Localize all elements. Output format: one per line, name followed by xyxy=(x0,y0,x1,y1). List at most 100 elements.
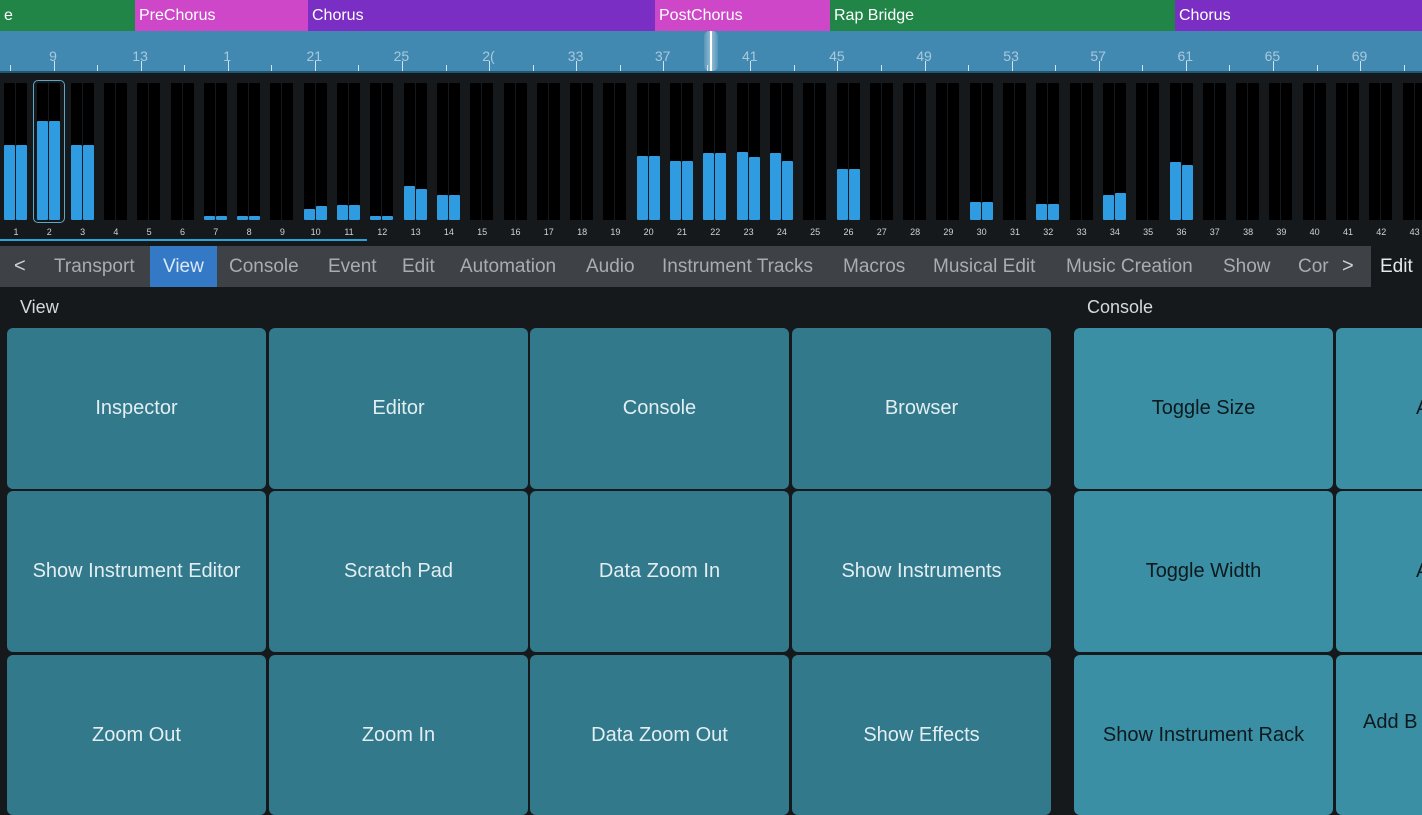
tab-edit-overflow[interactable]: Edit xyxy=(1371,246,1422,287)
meter-bar-left xyxy=(1136,83,1148,220)
channel-number: 14 xyxy=(443,227,454,237)
meter-channel-26[interactable] xyxy=(836,83,862,220)
meter-channel-25[interactable] xyxy=(802,83,828,220)
view-button-data-zoom-in[interactable]: Data Zoom In xyxy=(530,491,789,652)
meter-channel-12[interactable] xyxy=(369,83,395,220)
meter-bridge: 1 2 3 4 5 6 7 8 9 10 11 12 13 14 15 16 17 18 19 20 21 22 23 24 2… xyxy=(0,75,1422,243)
console-button-toggle-width[interactable]: Toggle Width xyxy=(1074,491,1333,652)
meter-channel-21[interactable] xyxy=(669,83,695,220)
channel-number: 34 xyxy=(1109,227,1120,237)
tab-music-creation[interactable]: Music Creation xyxy=(1066,256,1193,277)
meter-channel-41[interactable] xyxy=(1335,83,1361,220)
meter-channel-2[interactable] xyxy=(33,80,66,223)
tab-prev-chevron-icon[interactable]: < xyxy=(14,255,26,277)
tab-instrument-tracks[interactable]: Instrument Tracks xyxy=(662,256,813,277)
meter-channel-28[interactable] xyxy=(902,83,928,220)
section-e[interactable]: e xyxy=(0,0,135,31)
tab-show[interactable]: Show xyxy=(1223,256,1271,277)
meter-channel-16[interactable] xyxy=(503,83,529,220)
meter-channel-32[interactable] xyxy=(1035,83,1061,220)
meter-channel-6[interactable] xyxy=(170,83,196,220)
view-button-zoom-out[interactable]: Zoom Out xyxy=(7,655,266,815)
meter-scroll-indicator[interactable] xyxy=(0,239,367,241)
meter-channel-1[interactable] xyxy=(3,83,29,220)
view-button-show-instrument-editor[interactable]: Show Instrument Editor xyxy=(7,491,266,652)
meter-bar-left xyxy=(1236,83,1248,220)
tab-event[interactable]: Event xyxy=(328,256,377,277)
meter-channel-8[interactable] xyxy=(236,83,262,220)
meter-bar-left xyxy=(936,83,948,220)
tab-view[interactable]: View xyxy=(150,246,217,287)
tab-edit[interactable]: Edit xyxy=(402,256,435,277)
meter-channel-3[interactable] xyxy=(70,83,96,220)
view-button-inspector[interactable]: Inspector xyxy=(7,328,266,489)
section-chorus[interactable]: Chorus xyxy=(1175,0,1422,31)
section-chorus[interactable]: Chorus xyxy=(308,0,655,31)
tab-musical-edit[interactable]: Musical Edit xyxy=(933,256,1036,277)
meter-channel-4[interactable] xyxy=(103,83,129,220)
channel-number: 1 xyxy=(13,227,19,237)
meter-bar-left xyxy=(303,83,315,220)
view-button-editor[interactable]: Editor xyxy=(269,328,528,489)
view-button-data-zoom-out[interactable]: Data Zoom Out xyxy=(530,655,789,815)
view-button-console[interactable]: Console xyxy=(530,328,789,489)
meter-channel-31[interactable] xyxy=(1002,83,1028,220)
meter-channel-18[interactable] xyxy=(569,83,595,220)
meter-channel-30[interactable] xyxy=(969,83,995,220)
meter-channel-11[interactable] xyxy=(336,83,362,220)
meter-channel-38[interactable] xyxy=(1235,83,1261,220)
console-button-show-instrument-rack[interactable]: Show Instrument Rack xyxy=(1074,655,1333,815)
tab-audio[interactable]: Audio xyxy=(586,256,635,277)
console-button-a[interactable]: A xyxy=(1336,491,1422,652)
view-button-show-effects[interactable]: Show Effects xyxy=(792,655,1051,815)
meter-channel-36[interactable] xyxy=(1169,83,1195,220)
meter-channel-35[interactable] xyxy=(1135,83,1161,220)
meter-channel-37[interactable] xyxy=(1202,83,1228,220)
timeline-ruler[interactable]: 9 13 1 21 25 2(33 37 41 45 49 53 57 61 65 69 xyxy=(0,31,1422,73)
section-prechorus[interactable]: PreChorus xyxy=(135,0,308,31)
tab-transport[interactable]: Transport xyxy=(54,256,135,277)
view-button-scratch-pad[interactable]: Scratch Pad xyxy=(269,491,528,652)
section-rap-bridge[interactable]: Rap Bridge xyxy=(830,0,1175,31)
meter-level xyxy=(636,155,648,220)
meter-channel-14[interactable] xyxy=(436,83,462,220)
meter-channel-24[interactable] xyxy=(769,83,795,220)
meter-channel-22[interactable] xyxy=(702,83,728,220)
tab-macros[interactable]: Macros xyxy=(843,256,906,277)
view-button-show-instruments[interactable]: Show Instruments xyxy=(792,491,1051,652)
view-button-browser[interactable]: Browser xyxy=(792,328,1051,489)
channel-number: 2 xyxy=(46,227,52,237)
meter-channel-42[interactable] xyxy=(1368,83,1394,220)
channel-number: 25 xyxy=(810,227,821,237)
section-postchorus[interactable]: PostChorus xyxy=(655,0,830,31)
console-button-add-b[interactable]: Add B xyxy=(1336,655,1422,815)
meter-channel-10[interactable] xyxy=(303,83,329,220)
tab-next-chevron-icon[interactable]: > xyxy=(1342,255,1354,277)
meter-bar-right xyxy=(1015,83,1026,220)
meter-channel-17[interactable] xyxy=(536,83,562,220)
ruler-tick xyxy=(968,65,970,71)
meter-channel-5[interactable] xyxy=(136,83,162,220)
meter-channel-7[interactable] xyxy=(203,83,229,220)
view-button-zoom-in[interactable]: Zoom In xyxy=(269,655,528,815)
tab-cor[interactable]: Cor xyxy=(1298,256,1329,277)
meter-channel-29[interactable] xyxy=(935,83,961,220)
meter-channel-39[interactable] xyxy=(1268,83,1294,220)
meter-channel-34[interactable] xyxy=(1102,83,1128,220)
console-button-toggle-size[interactable]: Toggle Size xyxy=(1074,328,1333,489)
meter-channel-23[interactable] xyxy=(736,83,762,220)
tab-console[interactable]: Console xyxy=(229,256,299,277)
meter-channel-20[interactable] xyxy=(636,83,662,220)
meter-channel-40[interactable] xyxy=(1302,83,1328,220)
meter-channel-9[interactable] xyxy=(269,83,295,220)
tab-automation[interactable]: Automation xyxy=(460,256,557,277)
meter-channel-33[interactable] xyxy=(1069,83,1095,220)
meter-bar-left xyxy=(803,83,815,220)
meter-channel-13[interactable] xyxy=(403,83,429,220)
meter-channel-15[interactable] xyxy=(469,83,495,220)
playhead[interactable] xyxy=(704,31,718,71)
console-button-a[interactable]: A xyxy=(1336,328,1422,489)
meter-channel-43[interactable] xyxy=(1402,83,1422,220)
meter-channel-27[interactable] xyxy=(869,83,895,220)
meter-channel-19[interactable] xyxy=(602,83,628,220)
